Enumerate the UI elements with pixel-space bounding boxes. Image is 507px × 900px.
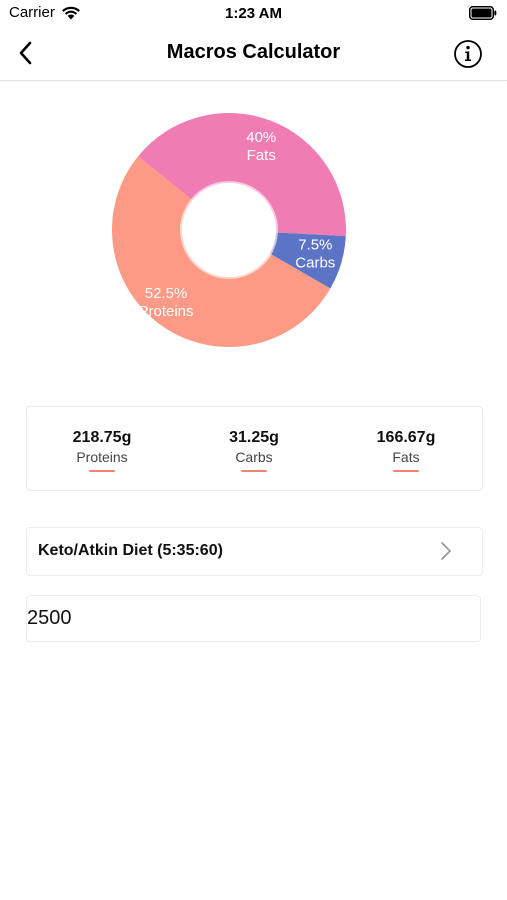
slice-label-proteins: 52.5% Proteins <box>139 285 194 320</box>
slice-label-carbs: 7.5% Carbs <box>295 237 335 272</box>
slice-label-fats: 40% Fats <box>246 129 276 164</box>
status-bar: Carrier 1:23 AM <box>0 0 507 28</box>
chevron-right-icon <box>441 542 451 560</box>
macros-chart: 40% Fats 7.5% Carbs 52.5% Proteins <box>0 100 507 360</box>
fats-label: Fats <box>392 449 420 465</box>
status-time: 1:23 AM <box>225 5 282 22</box>
slice-percent-carbs: 7.5% <box>298 237 332 254</box>
slice-fats <box>138 113 346 237</box>
proteins-underline <box>89 470 115 472</box>
page-title: Macros Calculator <box>166 41 341 63</box>
summary-proteins: 218.75g Proteins <box>27 407 177 472</box>
macros-summary-card: 218.75g Proteins 31.25g Carbs 166.67g Fa… <box>26 406 483 491</box>
wifi-icon <box>61 6 80 19</box>
back-button[interactable] <box>10 38 40 68</box>
carrier-label: Carrier <box>9 4 55 21</box>
slice-percent-proteins: 52.5% <box>145 285 188 302</box>
slice-name-proteins: Proteins <box>139 303 194 320</box>
slice-proteins <box>112 156 331 347</box>
slice-percent-fats: 40% <box>246 129 276 146</box>
summary-carbs: 31.25g Carbs <box>179 407 329 472</box>
battery-icon <box>469 6 497 20</box>
proteins-value: 218.75g <box>72 429 132 446</box>
macros-donut-chart: 40% Fats 7.5% Carbs 52.5% Proteins <box>112 113 346 347</box>
navigation-bar: Macros Calculator <box>0 28 507 81</box>
carbs-value: 31.25g <box>229 429 279 446</box>
slice-name-carbs: Carbs <box>295 255 335 272</box>
donut-hole <box>180 181 278 279</box>
carrier-group: Carrier <box>9 4 81 21</box>
info-icon[interactable] <box>453 39 483 69</box>
diet-selector[interactable]: Keto/Atkin Diet (5:35:60) <box>26 527 483 576</box>
diet-label: Keto/Atkin Diet (5:35:60) <box>38 542 223 559</box>
chevron-left-icon <box>19 41 32 65</box>
slice-name-fats: Fats <box>247 147 276 164</box>
calories-input[interactable] <box>26 595 481 642</box>
proteins-label: Proteins <box>76 449 128 465</box>
summary-fats: 166.67g Fats <box>331 407 481 472</box>
fats-value: 166.67g <box>376 429 436 446</box>
carbs-label: Carbs <box>235 449 273 465</box>
fats-underline <box>393 470 419 472</box>
carbs-underline <box>241 470 267 472</box>
slice-carbs <box>269 232 346 289</box>
